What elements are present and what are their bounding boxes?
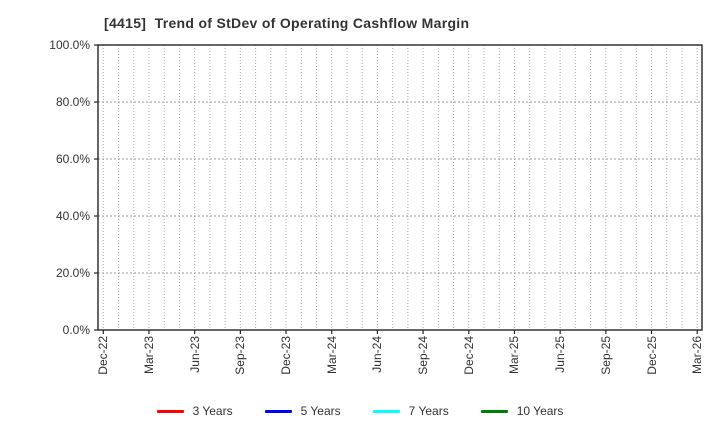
legend-line-swatch bbox=[372, 409, 400, 413]
x-axis-tick-label: Jun-24 bbox=[370, 336, 385, 373]
y-axis-tick-label: 100.0% bbox=[49, 38, 90, 52]
legend-item-7-years: 7 Years bbox=[372, 404, 449, 418]
legend-label: 7 Years bbox=[408, 404, 449, 418]
legend-line-swatch bbox=[264, 409, 292, 413]
legend-label: 3 Years bbox=[192, 404, 233, 418]
x-axis-tick-label: Mar-23 bbox=[141, 336, 156, 375]
legend-item-5-years: 5 Years bbox=[264, 404, 341, 418]
legend-label: 10 Years bbox=[516, 404, 564, 418]
y-axis-tick-label: 40.0% bbox=[55, 209, 90, 223]
x-axis-tick-label: Mar-24 bbox=[324, 336, 339, 375]
x-axis-tick-label: Dec-25 bbox=[644, 336, 659, 375]
x-axis-tick-label: Sep-25 bbox=[598, 336, 613, 375]
chart-title: [4415] Trend of StDev of Operating Cashf… bbox=[104, 15, 470, 31]
y-axis-tick-label: 20.0% bbox=[55, 266, 90, 280]
x-axis-tick-label: Jun-23 bbox=[187, 336, 202, 373]
legend-line-swatch bbox=[156, 409, 184, 413]
plot-border bbox=[97, 44, 703, 331]
x-axis-tick-label: Sep-24 bbox=[416, 336, 431, 375]
legend-line-swatch bbox=[480, 409, 508, 413]
x-axis-tick-label: Mar-25 bbox=[507, 336, 522, 375]
y-axis-tick-label: 0.0% bbox=[62, 323, 90, 337]
legend: 3 Years 5 Years 7 Years 10 Years bbox=[0, 404, 720, 418]
x-axis-tick-label: Dec-23 bbox=[279, 336, 294, 375]
legend-item-3-years: 3 Years bbox=[156, 404, 233, 418]
x-axis-tick-label: Dec-22 bbox=[96, 336, 111, 375]
y-axis-tick-label: 60.0% bbox=[55, 152, 90, 166]
x-axis-tick-label: Mar-26 bbox=[690, 336, 705, 375]
x-axis-tick-label: Dec-24 bbox=[461, 336, 476, 375]
x-axis-tick-label: Jun-25 bbox=[553, 336, 568, 373]
y-axis-tick-label: 80.0% bbox=[55, 95, 90, 109]
legend-label: 5 Years bbox=[300, 404, 341, 418]
x-axis-tick-label: Sep-23 bbox=[233, 336, 248, 375]
legend-item-10-years: 10 Years bbox=[480, 404, 564, 418]
